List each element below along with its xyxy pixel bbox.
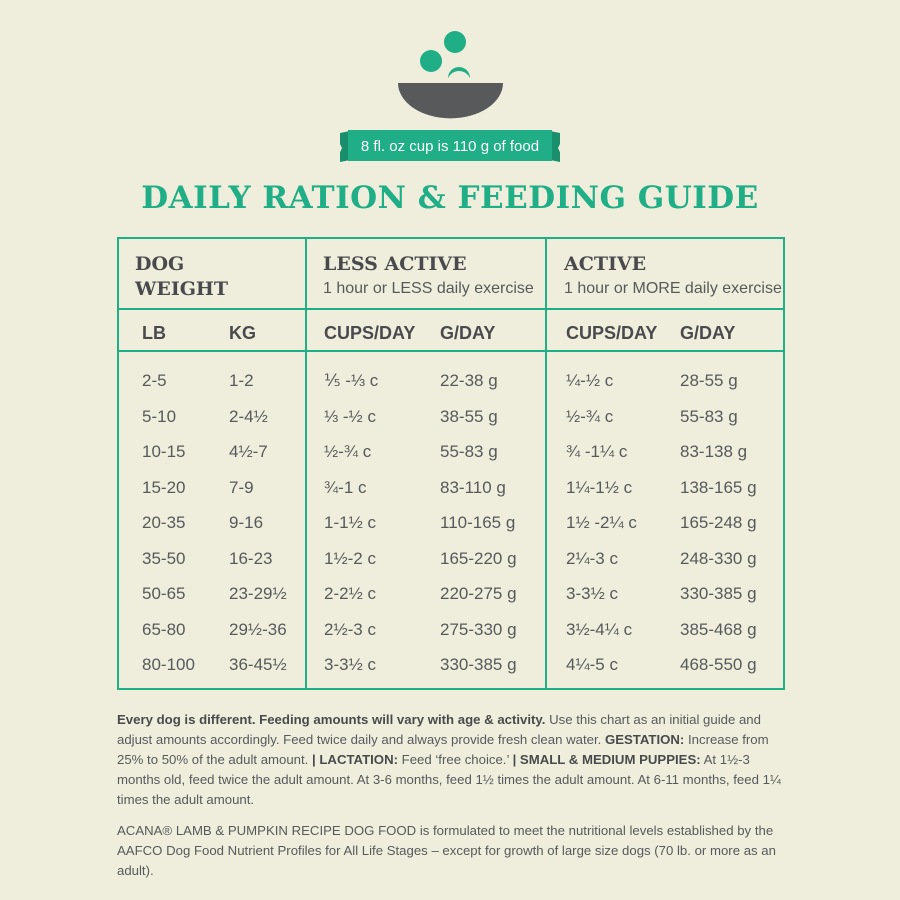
table-cell: 165-220 g <box>440 548 517 568</box>
note-text: Use this chart as an initial guide and a… <box>117 712 761 747</box>
group-subtitle: 1 hour or MORE daily exercise <box>564 280 782 297</box>
table-cell: 16-23 <box>229 548 273 568</box>
group-subtitle: 1 hour or LESS daily exercise <box>323 280 534 297</box>
table-cell: 23-29½ <box>229 584 287 603</box>
table-cell: 165-248 g <box>680 513 757 532</box>
column-header: CUPS/DAY <box>566 323 658 343</box>
group-title: LESS ACTIVE <box>323 253 467 275</box>
column-header: LB <box>142 323 166 343</box>
table-cell: 10-15 <box>142 442 186 461</box>
cup-note: 8 fl. oz cup is 110 g of food <box>360 138 540 155</box>
table-cell: 2-5 <box>142 371 167 390</box>
table-cell: 83-110 g <box>440 477 506 497</box>
table-cell: 1¼-1½ c <box>566 477 633 497</box>
table-cell: ¾-1 c <box>324 477 367 497</box>
table-cell: 1-2 <box>229 371 254 390</box>
table-cell: 5-10 <box>142 406 177 426</box>
table-cell: 7-9 <box>229 477 254 497</box>
table-cell: 55-83 g <box>440 442 498 461</box>
note-bold: Every dog is different. Feeding amounts … <box>117 712 546 727</box>
feeding-table: DOG WEIGHT LESS ACTIVE 1 hour or LESS da… <box>117 237 785 690</box>
group-title: ACTIVE <box>564 253 647 275</box>
table-cell: ¼-½ c <box>566 371 614 390</box>
table-cell: 28-55 g <box>680 371 738 390</box>
table-cell: 4½-7 <box>229 442 268 461</box>
table-cell: ¾ -1¼ c <box>566 442 628 461</box>
table-cell: 80-100 <box>142 655 195 674</box>
column-header: G/DAY <box>440 323 496 343</box>
table-cell: 3-3½ c <box>324 655 376 674</box>
table-cell: 38-55 g <box>440 406 498 426</box>
table-cell: 138-165 g <box>680 477 757 497</box>
table-cell: 20-35 <box>142 513 186 532</box>
note-bold: | SMALL & MEDIUM PUPPIES: <box>512 752 701 767</box>
table-cell: 36-45½ <box>229 655 287 674</box>
table-cell: 330-385 g <box>680 584 757 603</box>
column-header: G/DAY <box>680 323 736 343</box>
note-text: ACANA® LAMB & PUMPKIN RECIPE DOG FOOD is… <box>117 823 776 878</box>
title: DAILY RATION & FEEDING GUIDE <box>141 180 759 216</box>
note-paragraph: ACANA® LAMB & PUMPKIN RECIPE DOG FOOD is… <box>117 821 789 881</box>
table-cell: 275-330 g <box>440 619 517 639</box>
table-cell: 2½-3 c <box>324 619 376 639</box>
table-cell: 220-275 g <box>440 584 517 603</box>
divider <box>305 239 307 688</box>
table-cell: 330-385 g <box>440 655 517 674</box>
note-bold: | LACTATION: <box>312 752 398 767</box>
table-cell: 2¼-3 c <box>566 548 618 568</box>
bowl-icon <box>340 31 560 162</box>
table-cell: 2-4½ <box>229 406 268 426</box>
table-cell: 35-50 <box>142 548 186 568</box>
table-cell: 22-38 g <box>440 371 498 390</box>
table-cell: 1½-2 c <box>324 548 376 568</box>
column-header: CUPS/DAY <box>324 323 416 343</box>
table-cell: 3½-4¼ c <box>566 619 633 639</box>
table-cell: 83-138 g <box>680 442 748 461</box>
table-cell: ⅕ -⅓ c <box>324 371 379 390</box>
table-cell: 4¼-5 c <box>566 655 618 674</box>
note-text: At 1½-3 months old, feed twice the adult… <box>117 752 781 807</box>
table-cell: ⅓ -½ c <box>324 406 376 426</box>
table-cell: 248-330 g <box>680 548 757 568</box>
notes: Every dog is different. Feeding amounts … <box>117 710 789 892</box>
table-cell: 1½ -2¼ c <box>566 513 637 532</box>
divider <box>545 239 547 688</box>
note-text: Feed ‘free choice.’ <box>397 752 513 767</box>
group-title: DOG WEIGHT <box>135 253 229 300</box>
table-cell: 9-16 <box>229 513 264 532</box>
table-cell: 29½-36 <box>229 619 287 639</box>
table-cell: 110-165 g <box>440 513 516 532</box>
table-cell: ½-¾ c <box>324 442 372 461</box>
table-cell: 3-3½ c <box>566 584 618 603</box>
divider <box>119 308 783 310</box>
column-header: KG <box>229 323 256 343</box>
table-cell: 468-550 g <box>680 655 757 674</box>
table-cell: ½-¾ c <box>566 406 614 426</box>
table-cell: 2-2½ c <box>324 584 376 603</box>
table-cell: 65-80 <box>142 619 186 639</box>
note-bold: GESTATION: <box>604 732 685 747</box>
divider <box>119 350 783 352</box>
table-cell: 55-83 g <box>680 406 738 426</box>
note-paragraph: Every dog is different. Feeding amounts … <box>117 710 789 810</box>
table-cell: 1-1½ c <box>324 513 376 532</box>
table-cell: 385-468 g <box>680 619 757 639</box>
table-cell: 50-65 <box>142 584 186 603</box>
table-cell: 15-20 <box>142 477 186 497</box>
note-text: Increase from 25% to 50% of the adult am… <box>117 732 769 767</box>
